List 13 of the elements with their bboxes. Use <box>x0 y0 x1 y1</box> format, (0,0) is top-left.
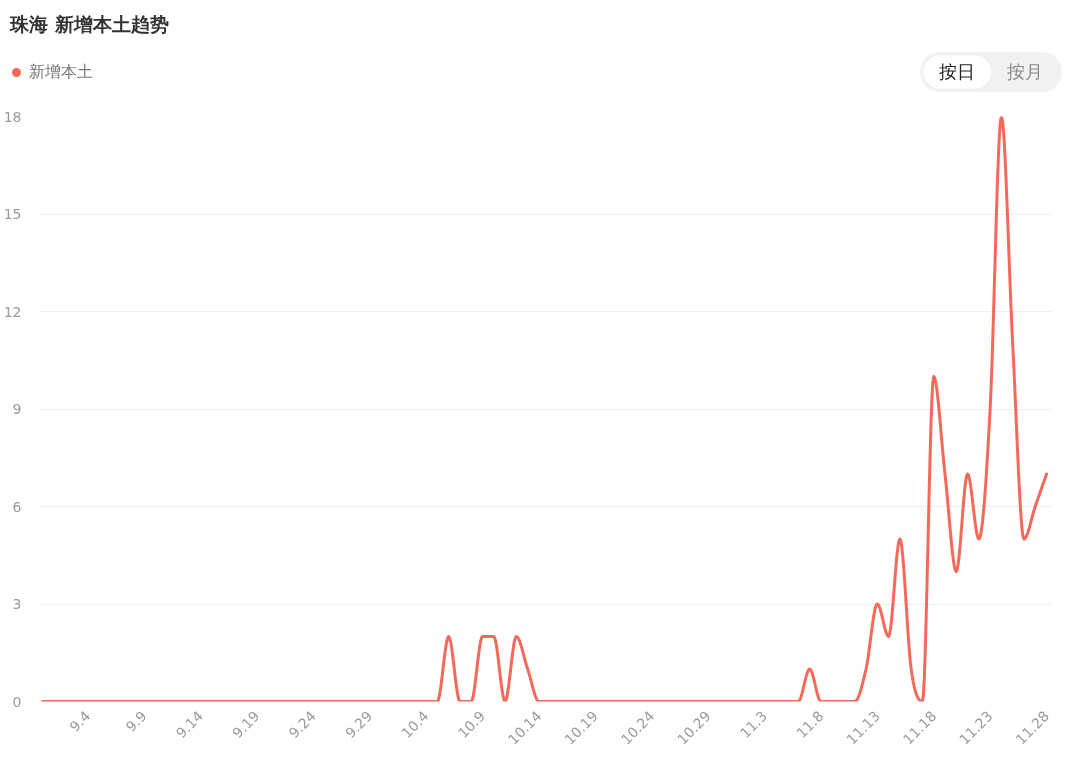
legend-label: 新增本土 <box>29 61 93 83</box>
text: 按月 <box>1006 60 1044 84</box>
y-tick-label: 18 <box>3 108 22 125</box>
y-tick-label: 0 <box>12 693 22 710</box>
y-tick-label: 12 <box>3 303 22 320</box>
text: 按日 <box>923 55 991 89</box>
x-tick-label: 9.9 <box>122 707 150 735</box>
chart-title: 珠海 新增本土趋势 <box>10 12 169 37</box>
y-tick-label: 6 <box>12 498 22 515</box>
y-tick-label: 9 <box>12 401 22 417</box>
y-tick-label: 15 <box>3 206 22 222</box>
x-tick-label: 9.4 <box>66 707 94 735</box>
y-tick-label: 3 <box>12 596 22 612</box>
